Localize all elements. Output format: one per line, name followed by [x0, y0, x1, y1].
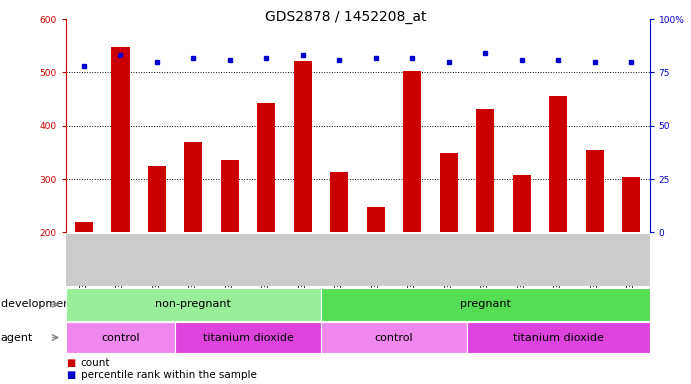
Bar: [257, 103, 276, 232]
Text: agent: agent: [1, 333, 33, 343]
Bar: [549, 96, 567, 232]
Text: titanium dioxide: titanium dioxide: [513, 333, 604, 343]
Text: pregnant: pregnant: [460, 299, 511, 310]
Bar: [404, 71, 422, 232]
Bar: [294, 61, 312, 232]
Text: ■: ■: [66, 370, 75, 380]
Bar: [439, 154, 458, 232]
Bar: [111, 47, 129, 232]
Bar: [476, 109, 495, 232]
Bar: [330, 172, 348, 232]
Text: control: control: [101, 333, 140, 343]
Bar: [184, 142, 202, 232]
Text: percentile rank within the sample: percentile rank within the sample: [81, 370, 257, 380]
Bar: [367, 207, 385, 232]
Text: non-pregnant: non-pregnant: [155, 299, 231, 310]
Bar: [622, 177, 641, 232]
Text: development stage: development stage: [1, 299, 108, 310]
Text: GDS2878 / 1452208_at: GDS2878 / 1452208_at: [265, 10, 426, 23]
Bar: [148, 166, 166, 232]
Bar: [513, 175, 531, 232]
Text: titanium dioxide: titanium dioxide: [202, 333, 294, 343]
Bar: [586, 150, 604, 232]
Text: control: control: [375, 333, 413, 343]
Text: count: count: [81, 358, 111, 368]
Text: ■: ■: [66, 358, 75, 368]
Bar: [75, 222, 93, 232]
Bar: [220, 161, 239, 232]
